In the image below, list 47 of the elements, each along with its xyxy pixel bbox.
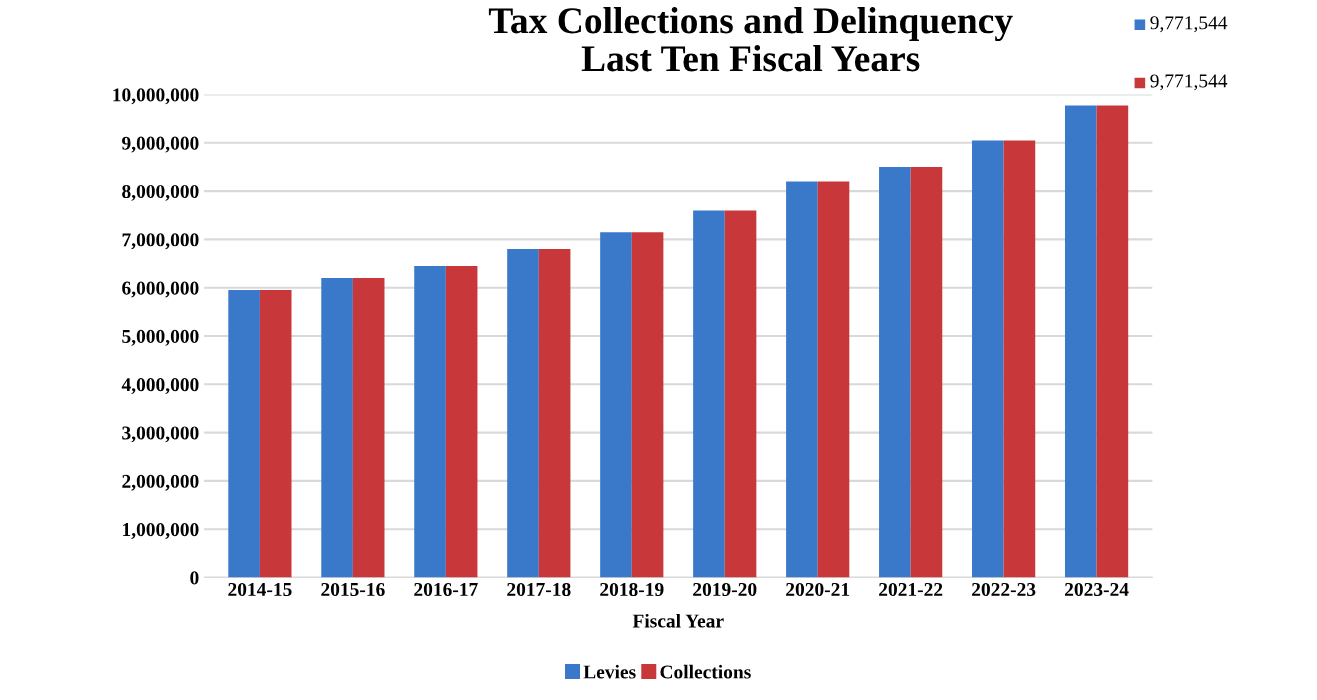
bar [631,232,664,578]
bar [352,278,385,578]
y-tick-label: 3,000,000 [122,426,199,443]
x-tick-label: 2014-15 [228,582,292,597]
y-tick-label: 2,000,000 [122,474,199,491]
x-axis-title: Fiscal Year [632,613,724,628]
y-tick-label: 9,000,000 [122,136,199,153]
text: 9,771,544 [1150,74,1228,91]
bar [1003,140,1036,578]
x-tick-label: 2016-17 [414,582,478,597]
chart-title: Tax Collections and Delinquency Last Ten Fiscal Years [488,7,1013,72]
bar [879,166,911,578]
bar [910,166,943,578]
x-tick-label: 2023-24 [1065,582,1129,597]
bar [259,290,292,578]
y-tick-label: 10,000,000 [113,88,199,105]
y-tick-label: 7,000,000 [122,233,199,250]
x-tick-label: 2022-23 [972,582,1036,597]
bar [972,140,1004,578]
y-tick-label: 5,000,000 [122,329,199,346]
x-tick-label: 2021-22 [879,582,943,597]
bar [445,265,478,578]
x-tick-label: 2020-21 [786,582,850,597]
bar [600,232,632,578]
bar [817,181,850,578]
x-tick-label: 2017-18 [507,582,571,597]
bar [1064,105,1097,578]
y-tick-label: 1,000,000 [123,523,199,539]
x-tick-label: 2018-19 [600,582,664,597]
x-tick-label: 2019-20 [693,582,757,597]
legend-label: Levies [583,664,636,679]
y-tick-label: 4,000,000 [121,378,199,395]
legend-label: Collections [660,664,751,679]
bar [786,181,818,578]
y-tick-label: 0 [190,571,199,585]
y-tick-label: 6,000,000 [122,281,199,298]
bar [724,210,757,578]
bar [228,290,260,578]
bar [321,278,353,578]
bar [1096,105,1129,578]
y-tick-label: 8,000,000 [122,184,199,201]
bar [414,265,446,578]
bar [693,210,725,578]
text: 9,771,544 [1150,16,1228,33]
bar [538,249,571,578]
bar [507,249,539,578]
x-tick-label: 2015-16 [321,582,385,597]
